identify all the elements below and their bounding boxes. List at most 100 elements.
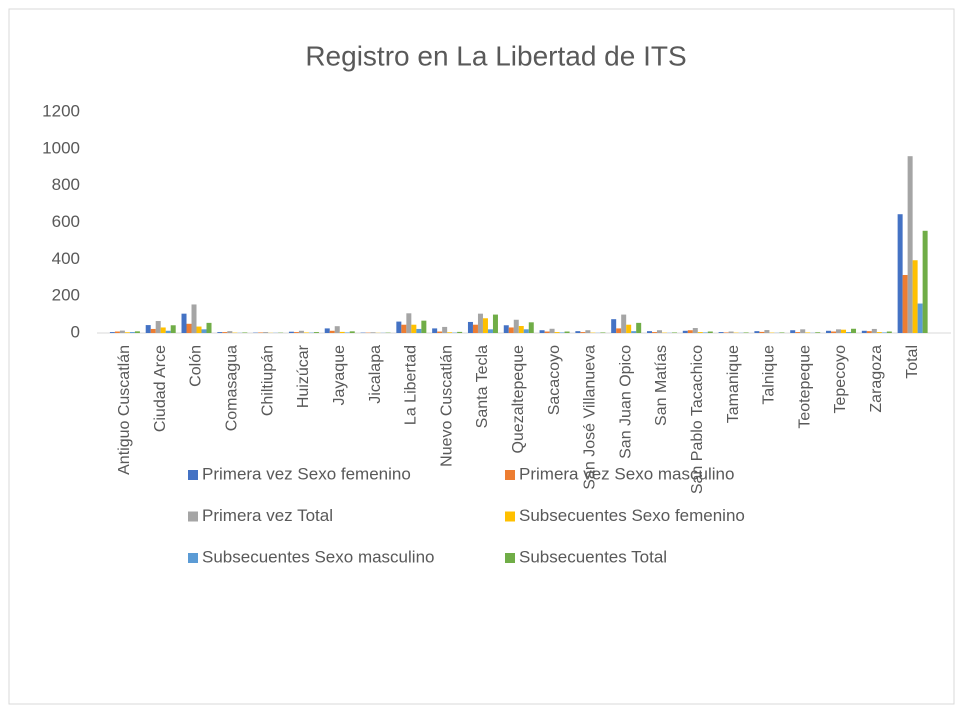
bar [647,331,652,333]
bar [719,332,724,333]
legend-swatch [188,512,198,522]
y-tick-label: 400 [52,249,80,268]
bar [621,315,626,333]
bar [514,320,519,333]
bar [688,330,693,333]
bar [135,331,140,333]
bar [411,325,416,333]
bar [299,331,304,333]
bar [616,328,621,333]
bar [166,331,171,333]
bar [406,313,411,333]
legend-label: Primera vez Sexo masculino [519,464,734,483]
bar [187,324,192,333]
bar [202,329,207,333]
x-tick-label: San Matías [653,345,670,426]
bar [473,325,478,333]
bar [483,318,488,333]
bar [156,321,161,333]
bar [432,328,437,333]
bar [504,325,509,333]
x-tick-label: Quezaltepeque [510,345,527,454]
bar [693,328,698,333]
x-tick-label: Tepecoyo [832,345,849,414]
x-tick-label: Ciudad Arce [152,345,169,432]
bar [708,332,713,333]
y-tick-label: 1200 [42,101,80,120]
bar [416,329,421,333]
bar [545,332,550,333]
bar [437,332,442,333]
x-tick-label: San Juan Opico [617,345,634,459]
bar [447,332,452,333]
bar [371,332,376,333]
bar [657,330,662,333]
legend-swatch [505,553,515,563]
bar [207,323,212,333]
bar [836,329,841,333]
x-tick-label: Total [904,345,921,379]
bar [851,329,856,333]
bar [779,332,784,333]
bar [488,329,493,333]
bar [192,304,197,333]
bar [110,332,115,333]
bar [529,322,534,333]
bar [161,327,166,333]
bar [171,325,176,333]
bar [550,329,555,333]
x-tick-label: Colón [188,345,205,387]
bar [294,332,299,333]
bar [478,314,483,333]
bar [841,330,846,333]
bar [795,332,800,333]
bar [442,327,447,333]
bar [724,332,729,333]
bar [401,325,406,333]
bar [698,332,703,333]
bar [227,331,232,333]
bar [325,328,330,333]
bar [805,332,810,333]
bar [242,332,247,333]
bar [509,327,514,333]
bar [800,329,805,333]
bar [314,332,319,333]
bar [468,322,473,333]
bar [519,326,524,333]
legend-swatch [505,470,515,480]
y-tick-label: 600 [52,212,80,231]
legend-label: Primera vez Sexo femenino [202,464,411,483]
bar [862,331,867,333]
legend-swatch [505,512,515,522]
legend-label: Subsecuentes Sexo masculino [202,547,434,566]
bar [457,332,462,333]
bar [350,331,355,333]
y-tick-label: 1000 [42,138,80,157]
bar [672,332,677,333]
bar [540,330,545,333]
bar [867,331,872,333]
bar [115,332,120,333]
bar [903,275,908,333]
x-tick-label: Teotepeque [796,345,813,429]
bar [580,332,585,333]
bar [831,332,836,333]
legend-swatch [188,470,198,480]
bar [815,332,820,333]
x-tick-label: Zaragoza [868,345,885,413]
bar [493,315,498,333]
bar [913,260,918,333]
x-tick-label: Tamanique [725,345,742,423]
bar [335,326,340,333]
bar [217,332,222,333]
legend-label: Subsecuentes Total [519,547,667,566]
bar [560,332,565,333]
bar [182,314,187,333]
bar [125,332,130,333]
bar [304,332,309,333]
bar [887,332,892,333]
bar [258,332,263,333]
bar [524,329,529,333]
